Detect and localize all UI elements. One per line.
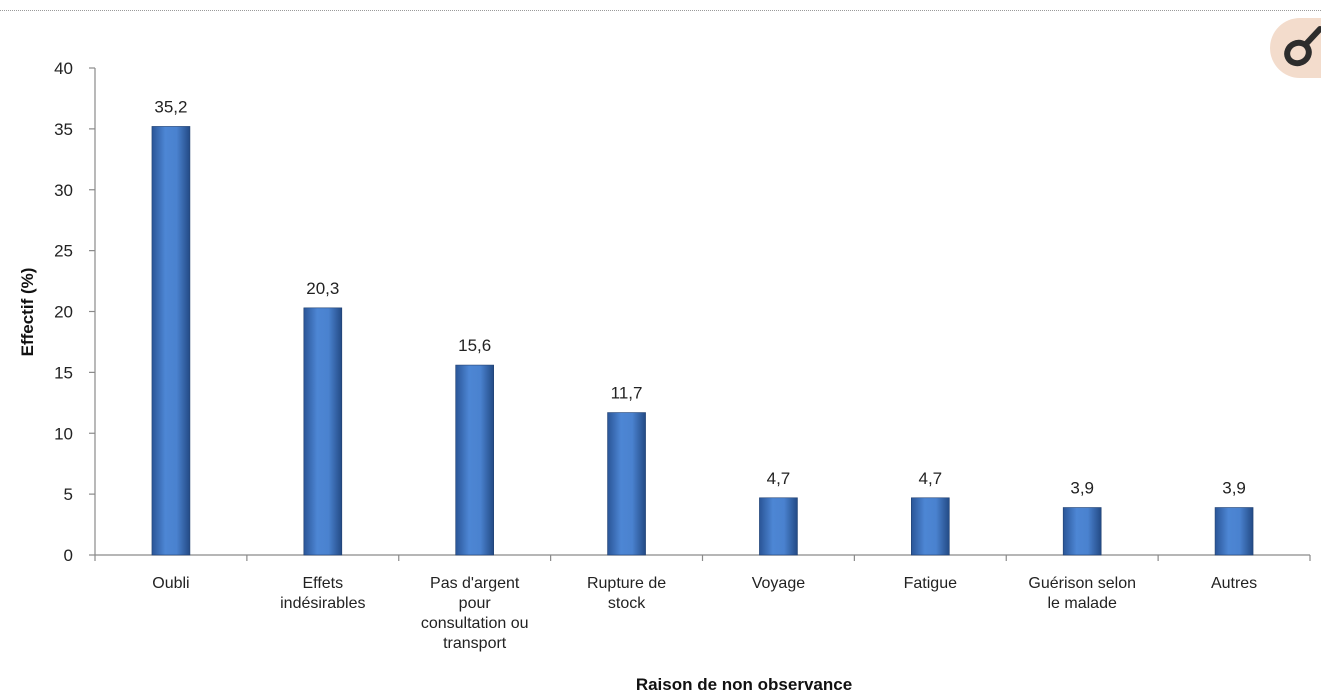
category-label: Guérison selon le malade [1028,575,1136,612]
data-label: 3,9 [1070,479,1094,498]
y-axis-title: Effectif (%) [18,268,37,357]
category-label: Voyage [752,575,805,592]
bar [455,364,494,556]
bar [911,497,950,556]
data-label: 20,3 [306,279,339,298]
bars [151,126,1254,556]
y-tick-label: 35 [54,120,73,139]
axes: 0 5 10 15 20 25 30 35 40 [54,59,1311,565]
x-axis-title: Raison de non observance [636,675,852,694]
y-tick-label: 10 [54,424,73,443]
top-border [0,10,1321,11]
bar [303,307,343,556]
category-label: Rupture de stock [587,575,666,612]
bar [607,412,646,556]
data-label: 15,6 [458,336,491,355]
bar [1062,507,1102,556]
category-label: Fatigue [904,575,957,592]
bar [151,126,191,556]
y-tick-label: 40 [54,59,73,78]
y-tick-label: 0 [64,546,73,565]
bar [1214,507,1254,556]
category-label: Pas d'argent pour consultation ou transport [421,575,529,652]
link-icon [1284,26,1321,67]
data-label: 4,7 [767,469,791,488]
y-tick-label: 30 [54,181,73,200]
labels: 35,2 Oubli 20,3 Effets indésirables 15,6 Pas d… [152,97,1257,652]
y-tick-label: 15 [54,363,73,382]
category-label: Oubli [152,575,189,592]
data-label: 11,7 [611,384,643,403]
data-label: 35,2 [154,97,187,116]
y-tick-label: 5 [64,485,73,504]
corner-badge [1270,18,1321,78]
bar [759,497,798,556]
data-label: 4,7 [918,469,942,488]
category-label: Autres [1211,575,1257,592]
y-tick-label: 20 [54,303,73,322]
category-label: Effets indésirables [280,575,365,612]
y-tick-label: 25 [54,242,73,261]
data-label: 3,9 [1222,479,1246,498]
